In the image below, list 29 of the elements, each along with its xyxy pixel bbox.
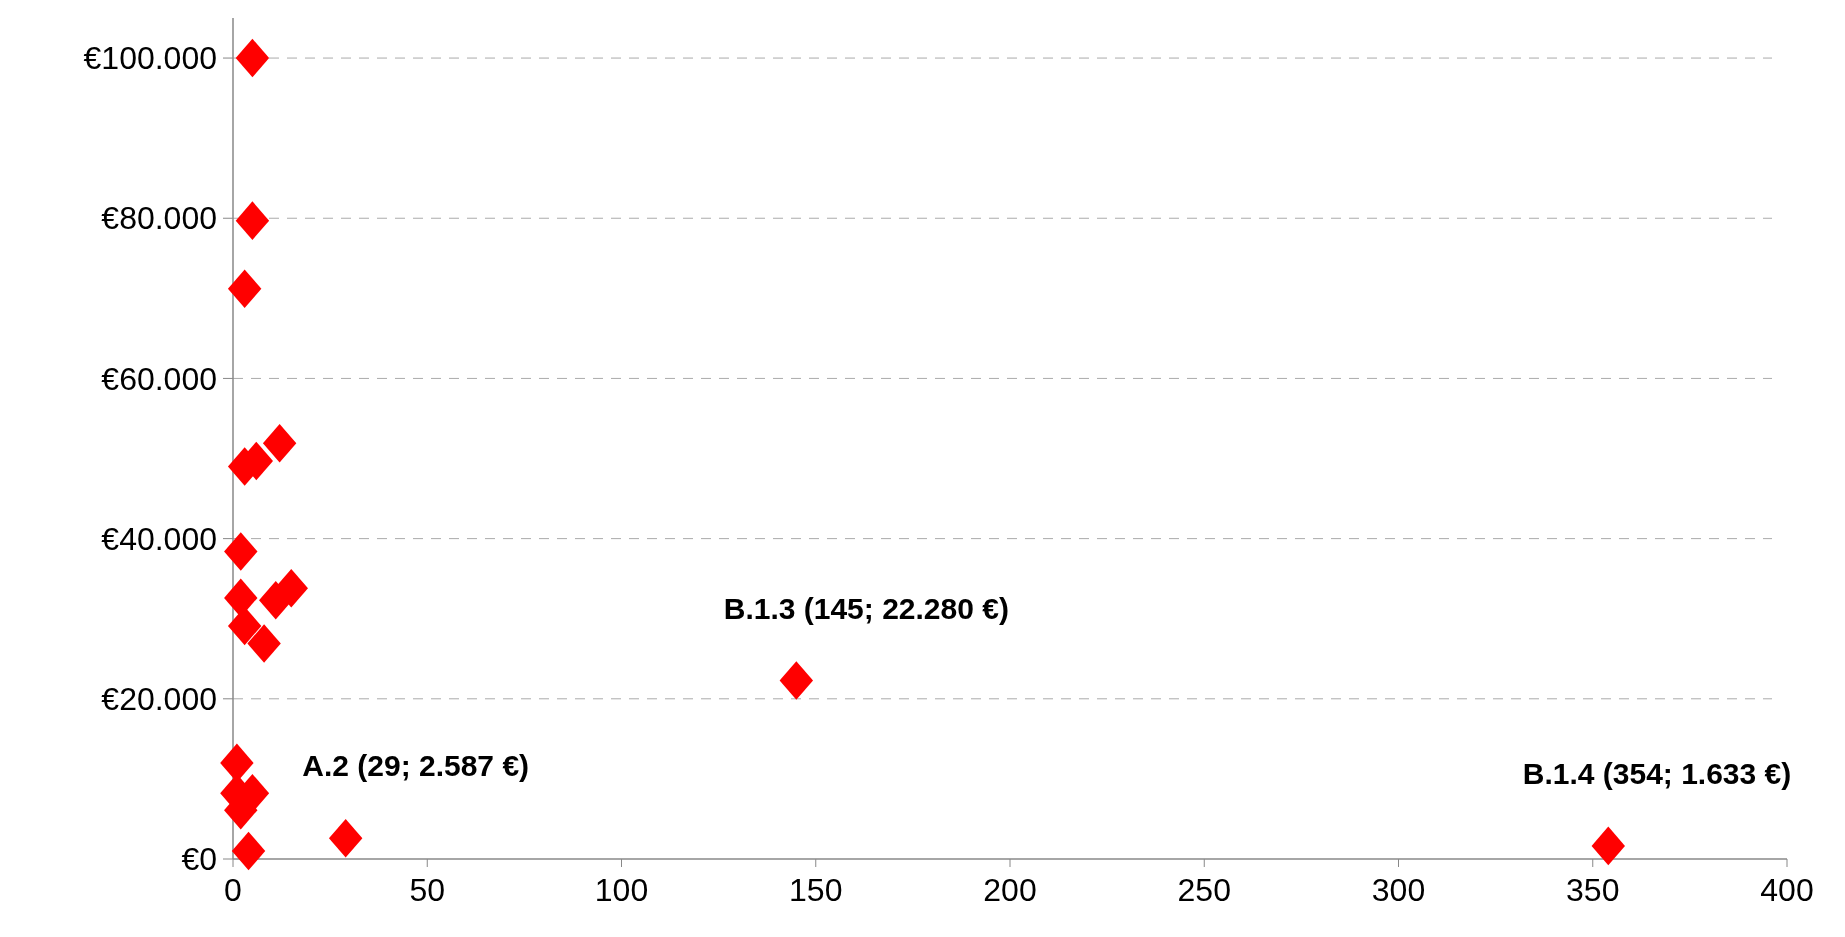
point <box>235 201 270 240</box>
y-tick-label: €60.000 <box>101 360 217 397</box>
x-tick-label: 150 <box>789 872 843 908</box>
x-tick-label: 50 <box>409 872 446 908</box>
point <box>262 424 297 463</box>
y-tick-label: €80.000 <box>101 200 217 237</box>
point <box>231 831 266 871</box>
x-tick-label: 250 <box>1177 872 1231 908</box>
annotation: A.2 (29; 2.587 €) <box>302 749 530 783</box>
x-tick-label: 0 <box>224 872 242 908</box>
point <box>224 532 258 571</box>
point <box>224 578 258 618</box>
annotation: B.1.4 (354; 1.633 €) <box>1522 756 1792 790</box>
y-tick-label: €100.000 <box>83 40 217 77</box>
point <box>247 624 281 663</box>
point <box>779 661 814 700</box>
point <box>235 38 270 78</box>
point <box>1591 826 1625 866</box>
y-tick-label: €40.000 <box>101 520 217 557</box>
x-tick-label: 100 <box>594 872 649 908</box>
x-tick-label: 200 <box>983 872 1037 908</box>
y-tick-label: €20.000 <box>101 681 217 718</box>
point <box>328 818 363 858</box>
x-tick-label: 350 <box>1566 872 1620 908</box>
y-tick-label: €0 <box>181 841 217 878</box>
point <box>227 269 262 309</box>
x-tick-label: 400 <box>1760 872 1814 908</box>
x-tick-label: 300 <box>1371 872 1426 908</box>
annotation: B.1.3 (145; 22.280 €) <box>723 591 1009 625</box>
